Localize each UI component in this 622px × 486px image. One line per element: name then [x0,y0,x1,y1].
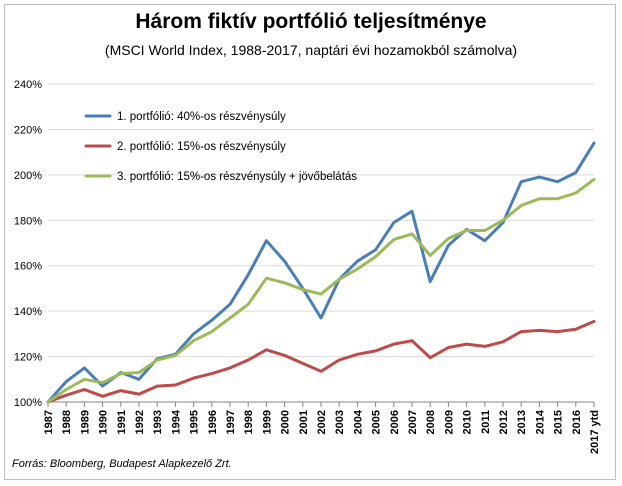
x-tick-label: 1998 [243,410,255,434]
x-tick-label: 1989 [79,410,91,434]
y-tick-label: 200% [14,170,42,182]
y-tick-label: 240% [14,79,42,91]
x-tick-label: 1996 [207,410,219,434]
x-tick-label: 2010 [462,410,474,434]
x-tick-label: 2008 [425,410,437,434]
legend-label-3: 3. portfólió: 15%-os részvénysúly + jövő… [117,171,357,183]
x-tick-label: 1993 [152,410,164,434]
chart-subtitle: (MSCI World Index, 1988-2017, naptári év… [104,42,518,58]
series-line-1 [46,141,596,404]
x-tick-label: 2002 [316,410,328,434]
y-tick-label: 120% [14,352,42,364]
x-tick-label: 1995 [189,410,201,434]
series-lines [46,141,596,404]
x-tick-label: 1990 [98,410,110,434]
x-tick-label: 2000 [280,410,292,434]
y-tick-label: 100% [14,397,42,409]
x-tick-label: 1992 [134,410,146,434]
legend-label-2: 2. portfólió: 15%-os részvénysúly [117,141,286,153]
x-tick-label: 2007 [407,410,419,434]
x-tick-label: 1994 [170,409,182,434]
x-tick-label: 2015 [553,410,565,434]
x-tick-label: 2009 [443,410,455,434]
source-note: Forrás: Bloomberg, Budapest Alapkezelő Z… [12,458,232,470]
x-tick-label: 2013 [516,410,528,434]
y-tick-label: 180% [14,215,42,227]
gridlines [48,83,594,358]
x-tick-label: 2016 [571,410,583,434]
x-tick-label: 2014 [534,409,546,434]
y-axis: 100% 120% 140% 160% 180% 200% 220% 240% [14,79,42,409]
x-axis: 1987 1988 1989 1990 1991 1992 1993 1994 1995 1996… [43,401,601,454]
y-tick-label: 140% [14,306,42,318]
legend: 1. portfólió: 40%-os részvénysúly 2. port… [84,111,357,183]
x-tick-label: 1997 [225,410,237,434]
x-tick-label: 2012 [498,410,510,434]
chart-title: Három fiktív portfólió teljesítménye [135,10,487,33]
x-tick-label: 1991 [116,410,128,434]
y-tick-label: 160% [14,261,42,273]
x-tick-label: 2003 [334,410,346,434]
x-tick-label: 2017 ytd [589,410,601,454]
x-tick-label: 1988 [61,410,73,434]
x-tick-label: 2006 [389,410,401,434]
x-tick-label: 2001 [298,410,310,434]
x-tick-label: 2005 [371,410,383,434]
chart-frame [4,4,616,480]
series-line-3 [46,177,596,404]
series-line-2 [46,319,596,404]
x-tick-label: 2004 [352,409,364,434]
y-tick-label: 220% [14,124,42,136]
x-tick-label: 1999 [261,410,273,434]
x-tick-label: 1987 [43,410,55,434]
legend-label-1: 1. portfólió: 40%-os részvénysúly [117,111,286,123]
x-tick-label: 2011 [480,410,492,434]
